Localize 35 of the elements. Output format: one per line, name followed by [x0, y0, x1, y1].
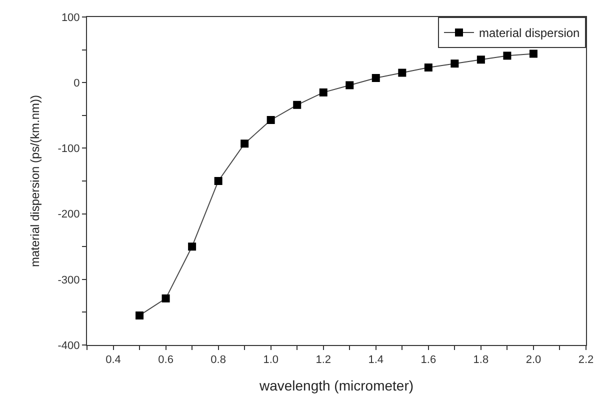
point [503, 52, 512, 60]
x-tick-label: 1.6 [420, 354, 436, 366]
point [188, 242, 196, 251]
y-tick-label: -300 [58, 274, 80, 286]
point [293, 100, 302, 109]
point [162, 294, 170, 302]
x-tick-label: 1.0 [263, 354, 278, 366]
x-tick-label: 0.4 [106, 354, 121, 366]
point [240, 140, 249, 148]
point [398, 68, 406, 77]
y-tick-label: -100 [58, 143, 80, 156]
point [424, 64, 432, 72]
point [450, 60, 459, 68]
x-tick-label: 1.4 [368, 354, 384, 366]
y-tick-label: -200 [58, 208, 80, 221]
x-tick-label: 2.0 [526, 354, 542, 366]
x-tick-label: 0.8 [210, 354, 226, 366]
x-tick-label: 1.2 [316, 354, 332, 366]
point [136, 311, 144, 320]
y-tick-label: 100 [61, 12, 80, 24]
point [214, 177, 222, 185]
x-tick-label: 0.6 [158, 354, 174, 366]
y-tick-label: -400 [58, 340, 80, 352]
point [346, 81, 354, 90]
point [266, 116, 275, 124]
y-tick-label: 0 [74, 77, 80, 90]
point [476, 56, 485, 64]
y-axis-title: material dispersion (ps/(km.nm)) [28, 94, 42, 268]
legend-label: material dispersion [479, 26, 580, 40]
x-tick-label: 1.8 [473, 354, 489, 366]
point [319, 88, 328, 96]
point [529, 50, 538, 58]
x-tick-label: 2.2 [578, 354, 594, 366]
point [372, 74, 380, 82]
x-axis-title: wavelength (micrometer) [258, 378, 414, 394]
